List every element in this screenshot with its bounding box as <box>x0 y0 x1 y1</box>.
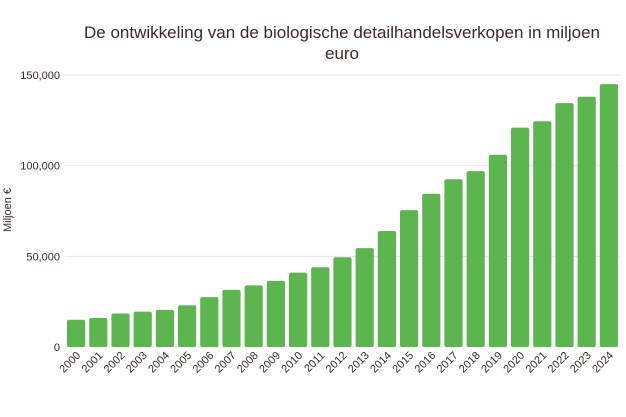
x-tick-label-2003: 2003 <box>124 350 150 376</box>
x-tick-label-2009: 2009 <box>257 350 283 376</box>
x-tick-label-2006: 2006 <box>191 350 217 376</box>
bar-2022 <box>555 103 574 348</box>
x-tick-label-2017: 2017 <box>435 350 461 376</box>
x-tick-label-2000: 2000 <box>57 350 83 376</box>
bar-2023 <box>577 96 596 347</box>
bar-2013 <box>355 248 374 347</box>
x-tick-label-2020: 2020 <box>501 350 527 376</box>
bar-2004 <box>155 309 175 347</box>
x-tick-label-2023: 2023 <box>568 350 594 376</box>
x-tick-label-2016: 2016 <box>413 350 439 376</box>
bar-2002 <box>111 313 130 347</box>
bar-2003 <box>133 311 152 347</box>
x-tick-label-2002: 2002 <box>102 350 128 376</box>
bar-2007 <box>222 289 241 347</box>
bar-2006 <box>200 297 219 347</box>
y-tick-label: 0 <box>54 342 60 354</box>
bar-2000 <box>66 319 86 347</box>
x-tick-label-2022: 2022 <box>546 350 572 376</box>
y-axis-ticks: 0 50,000 100,000 150,000 <box>20 70 60 354</box>
x-tick-label-2011: 2011 <box>302 350 327 375</box>
chart-title-line-2: euro <box>325 44 359 63</box>
x-tick-label-2010: 2010 <box>279 350 305 376</box>
bar-2020 <box>510 127 530 347</box>
x-tick-label-2014: 2014 <box>368 350 394 376</box>
bar-2014 <box>377 230 397 347</box>
x-tick-label-2008: 2008 <box>235 350 261 376</box>
x-tick-label-2021: 2021 <box>524 350 550 376</box>
x-tick-label-2019: 2019 <box>479 350 505 376</box>
bar-2012 <box>333 257 352 347</box>
bar-2009 <box>266 280 286 347</box>
x-tick-label-2013: 2013 <box>346 350 372 376</box>
x-tick-label-2004: 2004 <box>146 350 172 376</box>
x-tick-label-2001: 2001 <box>80 350 106 376</box>
x-tick-label-2024: 2024 <box>590 350 616 376</box>
bar-2005 <box>177 305 197 347</box>
y-tick-label: 150,000 <box>20 70 60 82</box>
x-axis-ticks: 2000200120022003200420052006200720082009… <box>57 350 616 376</box>
bar-2015 <box>399 210 419 347</box>
bars <box>66 84 619 348</box>
bar-2017 <box>444 179 463 347</box>
y-tick-label: 100,000 <box>20 161 60 173</box>
x-tick-label-2007: 2007 <box>213 350 239 376</box>
bar-2010 <box>288 272 308 347</box>
y-axis-label: Miljoen € <box>2 188 14 232</box>
bar-2021 <box>533 121 552 348</box>
bar-2016 <box>422 193 441 347</box>
bar-2019 <box>488 154 508 347</box>
bar-2008 <box>244 285 263 347</box>
x-tick-label-2018: 2018 <box>457 350 483 376</box>
x-tick-label-2012: 2012 <box>324 350 350 376</box>
bar-2018 <box>466 171 485 347</box>
bar-2024 <box>599 84 619 348</box>
bar-2011 <box>311 267 330 347</box>
x-tick-label-2005: 2005 <box>168 350 194 376</box>
x-tick-label-2015: 2015 <box>390 350 416 376</box>
chart-title-line-1: De ontwikkeling van de biologische detai… <box>84 23 600 42</box>
y-tick-label: 50,000 <box>26 251 60 263</box>
bar-2001 <box>89 317 108 347</box>
